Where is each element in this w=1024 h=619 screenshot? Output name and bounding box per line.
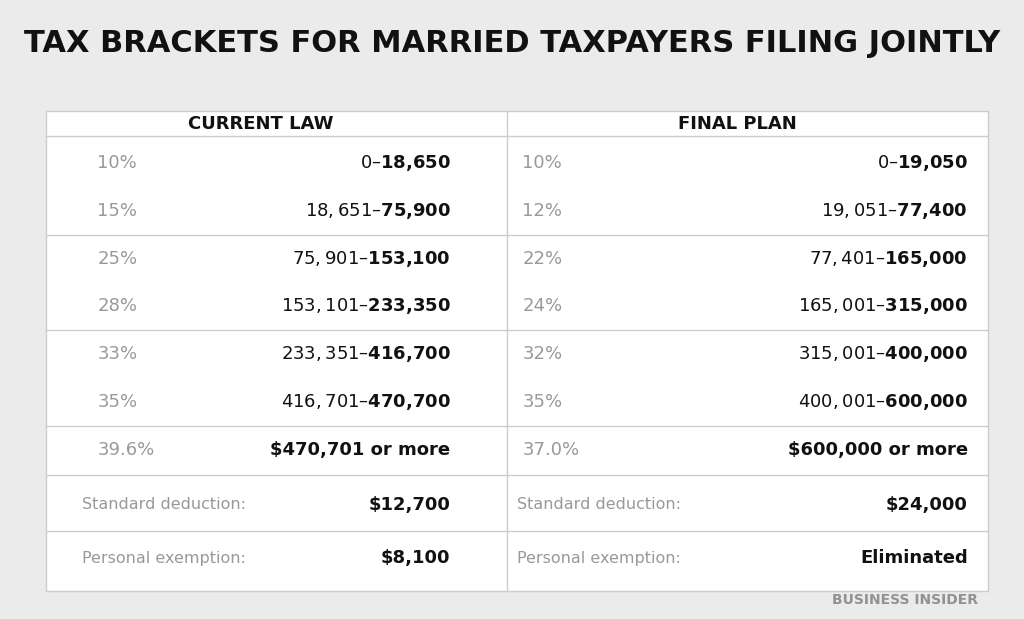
Text: $600,000 or more: $600,000 or more: [787, 441, 968, 459]
Text: $19,051 – $77,400: $19,051 – $77,400: [821, 201, 968, 221]
Text: 12%: 12%: [522, 202, 562, 220]
Text: 37.0%: 37.0%: [522, 441, 580, 459]
Text: $153,101 – $233,350: $153,101 – $233,350: [281, 297, 451, 316]
Text: $0 – $19,050: $0 – $19,050: [877, 153, 968, 173]
Text: $315,001 – $400,000: $315,001 – $400,000: [798, 344, 968, 364]
Text: 39.6%: 39.6%: [97, 441, 155, 459]
Text: 32%: 32%: [522, 345, 562, 363]
Text: $24,000: $24,000: [886, 496, 968, 514]
Text: 28%: 28%: [97, 297, 137, 316]
Text: Eliminated: Eliminated: [860, 549, 968, 567]
Text: 10%: 10%: [97, 154, 137, 172]
Text: 15%: 15%: [97, 202, 137, 220]
Text: $75,901 – $153,100: $75,901 – $153,100: [292, 249, 451, 269]
Text: 24%: 24%: [522, 297, 562, 316]
Text: Standard deduction:: Standard deduction:: [82, 497, 246, 512]
Text: CURRENT LAW: CURRENT LAW: [188, 115, 334, 133]
Text: 22%: 22%: [522, 249, 562, 267]
Text: $12,700: $12,700: [369, 496, 451, 514]
Text: Personal exemption:: Personal exemption:: [517, 551, 681, 566]
Text: 35%: 35%: [97, 393, 137, 411]
Text: $18,651 – $75,900: $18,651 – $75,900: [304, 201, 451, 221]
Text: Personal exemption:: Personal exemption:: [82, 551, 246, 566]
Text: TAX BRACKETS FOR MARRIED TAXPAYERS FILING JOINTLY: TAX BRACKETS FOR MARRIED TAXPAYERS FILIN…: [24, 29, 1000, 58]
Text: FINAL PLAN: FINAL PLAN: [678, 115, 797, 133]
Text: 10%: 10%: [522, 154, 562, 172]
Text: $470,701 or more: $470,701 or more: [270, 441, 451, 459]
Text: 33%: 33%: [97, 345, 137, 363]
Text: 35%: 35%: [522, 393, 562, 411]
Text: 25%: 25%: [97, 249, 137, 267]
Text: $416,701 – $470,700: $416,701 – $470,700: [281, 392, 451, 412]
Text: Standard deduction:: Standard deduction:: [517, 497, 681, 512]
Text: $400,001 – $600,000: $400,001 – $600,000: [798, 392, 968, 412]
Text: BUSINESS INSIDER: BUSINESS INSIDER: [831, 592, 978, 607]
Text: $77,401 – $165,000: $77,401 – $165,000: [810, 249, 968, 269]
Text: $0 – $18,650: $0 – $18,650: [359, 153, 451, 173]
Text: $8,100: $8,100: [381, 549, 451, 567]
Bar: [46, 111, 988, 591]
Text: $165,001 – $315,000: $165,001 – $315,000: [798, 297, 968, 316]
Text: $233,351 – $416,700: $233,351 – $416,700: [281, 344, 451, 364]
